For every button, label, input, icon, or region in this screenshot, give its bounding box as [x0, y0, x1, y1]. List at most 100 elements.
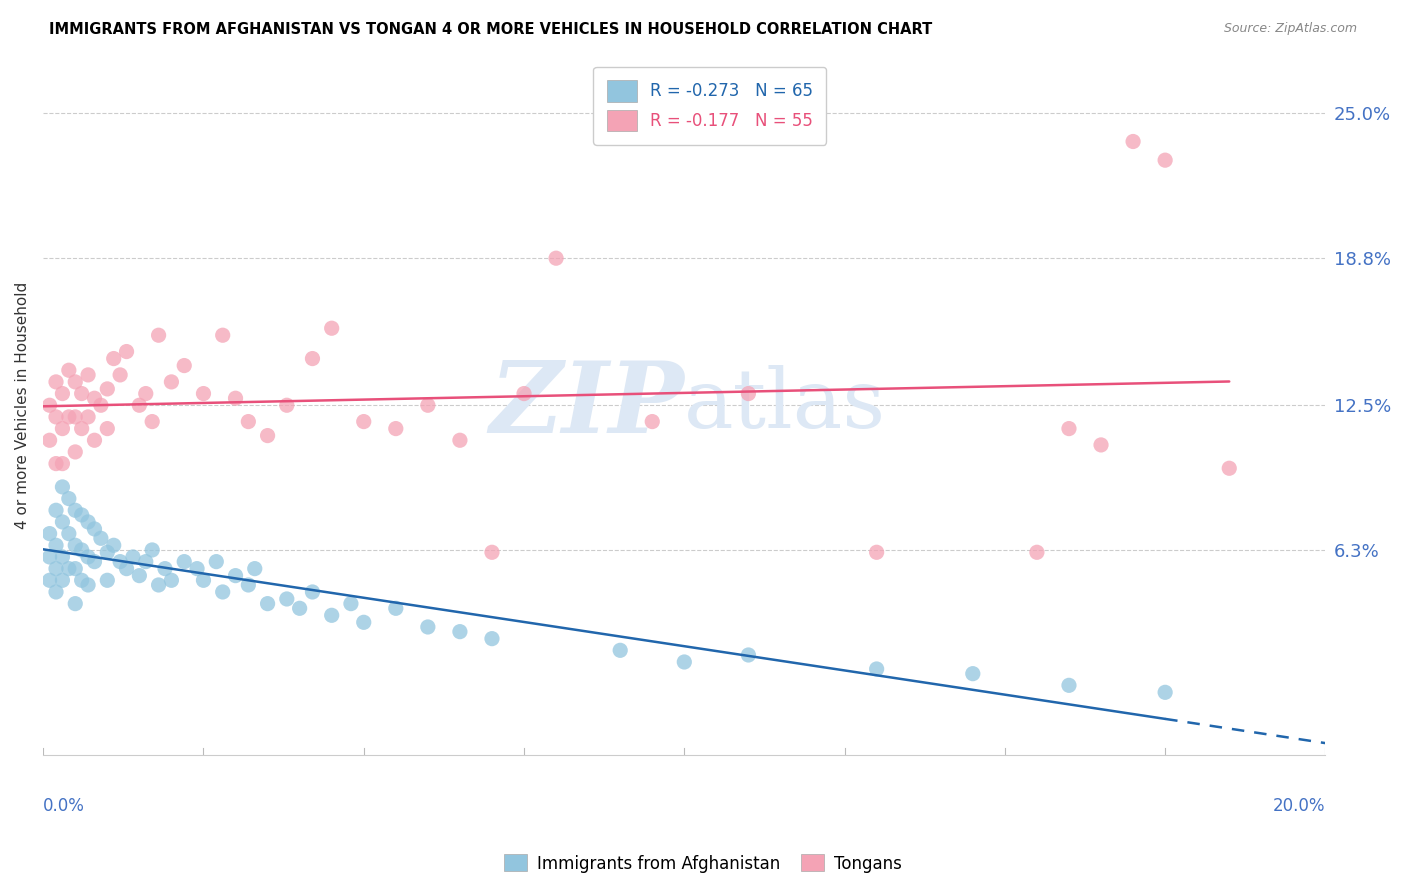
Point [51, 515, 73, 529]
Point [45, 561, 67, 575]
Point [865, 662, 887, 676]
Point [83, 555, 105, 569]
Point [128, 398, 150, 412]
Point [962, 666, 984, 681]
Point [65, 409, 87, 424]
Point [243, 561, 266, 575]
Point [449, 434, 471, 448]
Point [186, 561, 208, 575]
Point [449, 624, 471, 639]
Point [416, 398, 439, 412]
Point [96, 545, 118, 559]
Point [416, 620, 439, 634]
Point [51, 386, 73, 401]
Point [96, 421, 118, 435]
Point [45, 409, 67, 424]
Point [135, 555, 157, 569]
Point [135, 386, 157, 401]
Point [51, 574, 73, 588]
Point [38, 398, 60, 412]
Point [193, 386, 215, 401]
Point [38, 574, 60, 588]
Point [385, 421, 408, 435]
Point [301, 351, 323, 366]
Point [340, 597, 363, 611]
Point [58, 491, 80, 506]
Point [51, 457, 73, 471]
Point [513, 386, 536, 401]
Point [96, 574, 118, 588]
Point [353, 415, 375, 429]
Point [122, 549, 145, 564]
Point [65, 538, 87, 552]
Point [70, 421, 93, 435]
Point [1057, 421, 1080, 435]
Point [38, 549, 60, 564]
Point [115, 344, 138, 359]
Point [45, 457, 67, 471]
Point [609, 643, 631, 657]
Point [65, 375, 87, 389]
Point [77, 578, 100, 592]
Point [288, 601, 311, 615]
Point [546, 251, 568, 265]
Point [301, 585, 323, 599]
Point [211, 328, 233, 343]
Point [77, 515, 100, 529]
Point [103, 351, 125, 366]
Point [96, 382, 118, 396]
Text: Source: ZipAtlas.com: Source: ZipAtlas.com [1223, 22, 1357, 36]
Point [321, 608, 343, 623]
Point [77, 409, 100, 424]
Point [70, 508, 93, 522]
Point [70, 386, 93, 401]
Point [211, 585, 233, 599]
Point [65, 561, 87, 575]
Point [1025, 545, 1047, 559]
Point [38, 526, 60, 541]
Point [225, 391, 247, 405]
Point [238, 578, 260, 592]
Point [173, 555, 195, 569]
Point [173, 359, 195, 373]
Point [193, 574, 215, 588]
Point [148, 578, 170, 592]
Point [141, 543, 163, 558]
Y-axis label: 4 or more Vehicles in Household: 4 or more Vehicles in Household [15, 282, 30, 529]
Point [1218, 461, 1240, 475]
Point [90, 398, 112, 412]
Point [641, 415, 664, 429]
Text: IMMIGRANTS FROM AFGHANISTAN VS TONGAN 4 OR MORE VEHICLES IN HOUSEHOLD CORRELATIO: IMMIGRANTS FROM AFGHANISTAN VS TONGAN 4 … [49, 22, 932, 37]
Point [385, 601, 408, 615]
Point [481, 545, 503, 559]
Point [70, 574, 93, 588]
Point [256, 597, 278, 611]
Point [90, 531, 112, 545]
Point [51, 549, 73, 564]
Point [58, 526, 80, 541]
Point [481, 632, 503, 646]
Text: 0.0%: 0.0% [44, 797, 86, 815]
Point [70, 543, 93, 558]
Point [65, 597, 87, 611]
Point [45, 585, 67, 599]
Point [58, 561, 80, 575]
Point [108, 555, 131, 569]
Legend: Immigrants from Afghanistan, Tongans: Immigrants from Afghanistan, Tongans [498, 847, 908, 880]
Point [737, 648, 759, 662]
Point [256, 428, 278, 442]
Point [103, 538, 125, 552]
Legend: R = -0.273   N = 65, R = -0.177   N = 55: R = -0.273 N = 65, R = -0.177 N = 55 [593, 67, 827, 145]
Point [153, 561, 176, 575]
Point [1090, 438, 1112, 452]
Point [58, 363, 80, 377]
Point [51, 480, 73, 494]
Text: ZIP: ZIP [489, 357, 685, 453]
Point [238, 415, 260, 429]
Point [45, 538, 67, 552]
Point [1057, 678, 1080, 692]
Point [65, 445, 87, 459]
Point [115, 561, 138, 575]
Point [58, 409, 80, 424]
Point [276, 591, 298, 606]
